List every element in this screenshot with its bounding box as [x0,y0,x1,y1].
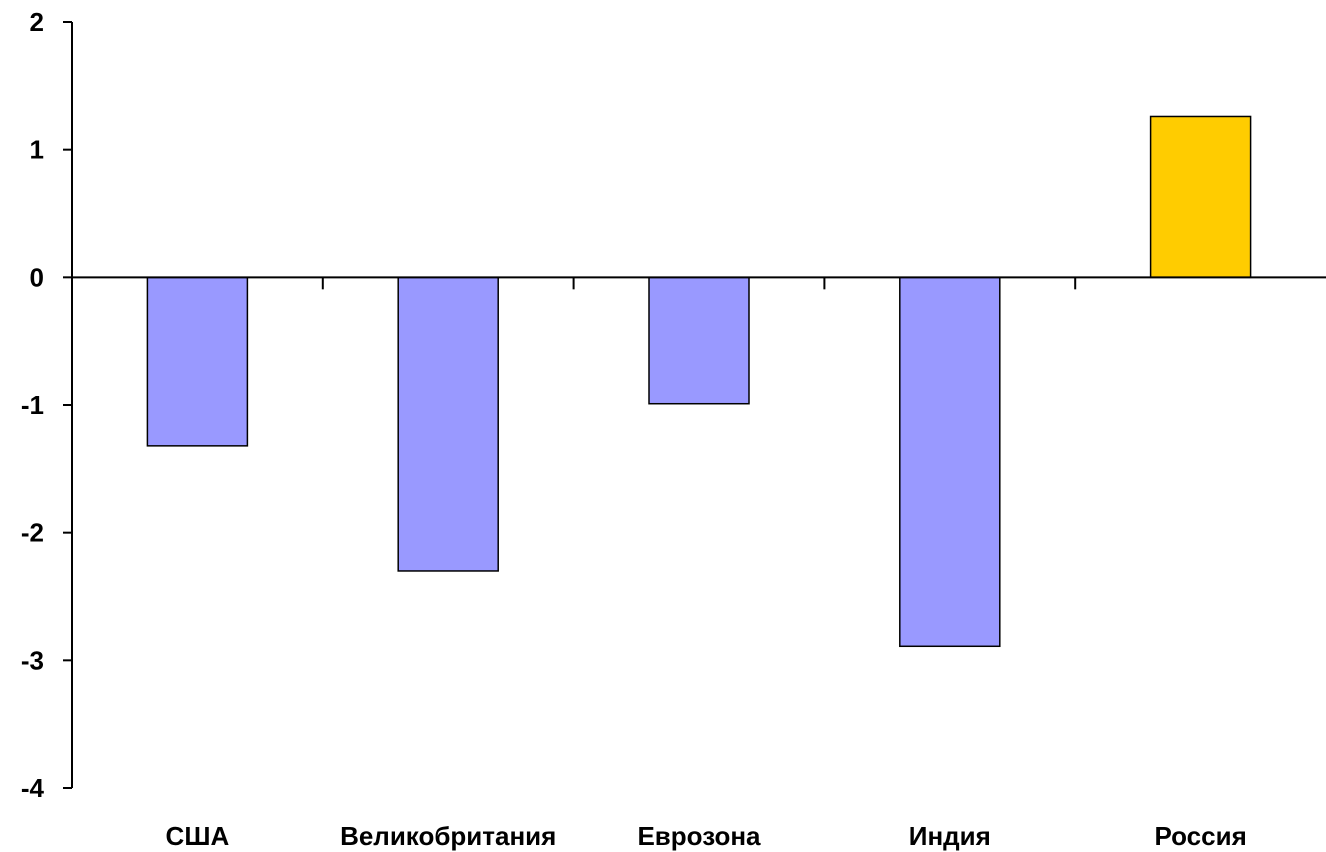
x-axis-labels: США Великобритания Еврозона Индия Россия [166,821,1247,851]
y-axis-ticks [63,21,72,789]
y-axis-labels: 2 1 0 -1 -2 -3 -4 [21,7,45,803]
bar-1 [397,276,499,572]
bar-4 [1149,115,1252,279]
y-tick-label: -3 [21,645,44,675]
bar-0 [146,276,249,447]
bars [146,115,1252,648]
y-tick-label: 0 [30,262,44,292]
y-tick-label: -1 [21,390,44,420]
x-category-label: США [166,821,230,851]
x-category-label: Россия [1154,821,1246,851]
bar-2 [648,276,750,405]
bar-3 [899,276,1001,648]
y-tick-label: -2 [21,518,44,548]
x-category-label: Еврозона [637,821,761,851]
y-tick-label: 2 [30,7,44,37]
x-category-label: Индия [909,821,991,851]
x-category-label: Великобритания [340,821,556,851]
y-tick-label: 1 [30,135,44,165]
y-tick-label: -4 [21,773,45,803]
x-axis-ticks [321,277,1077,290]
